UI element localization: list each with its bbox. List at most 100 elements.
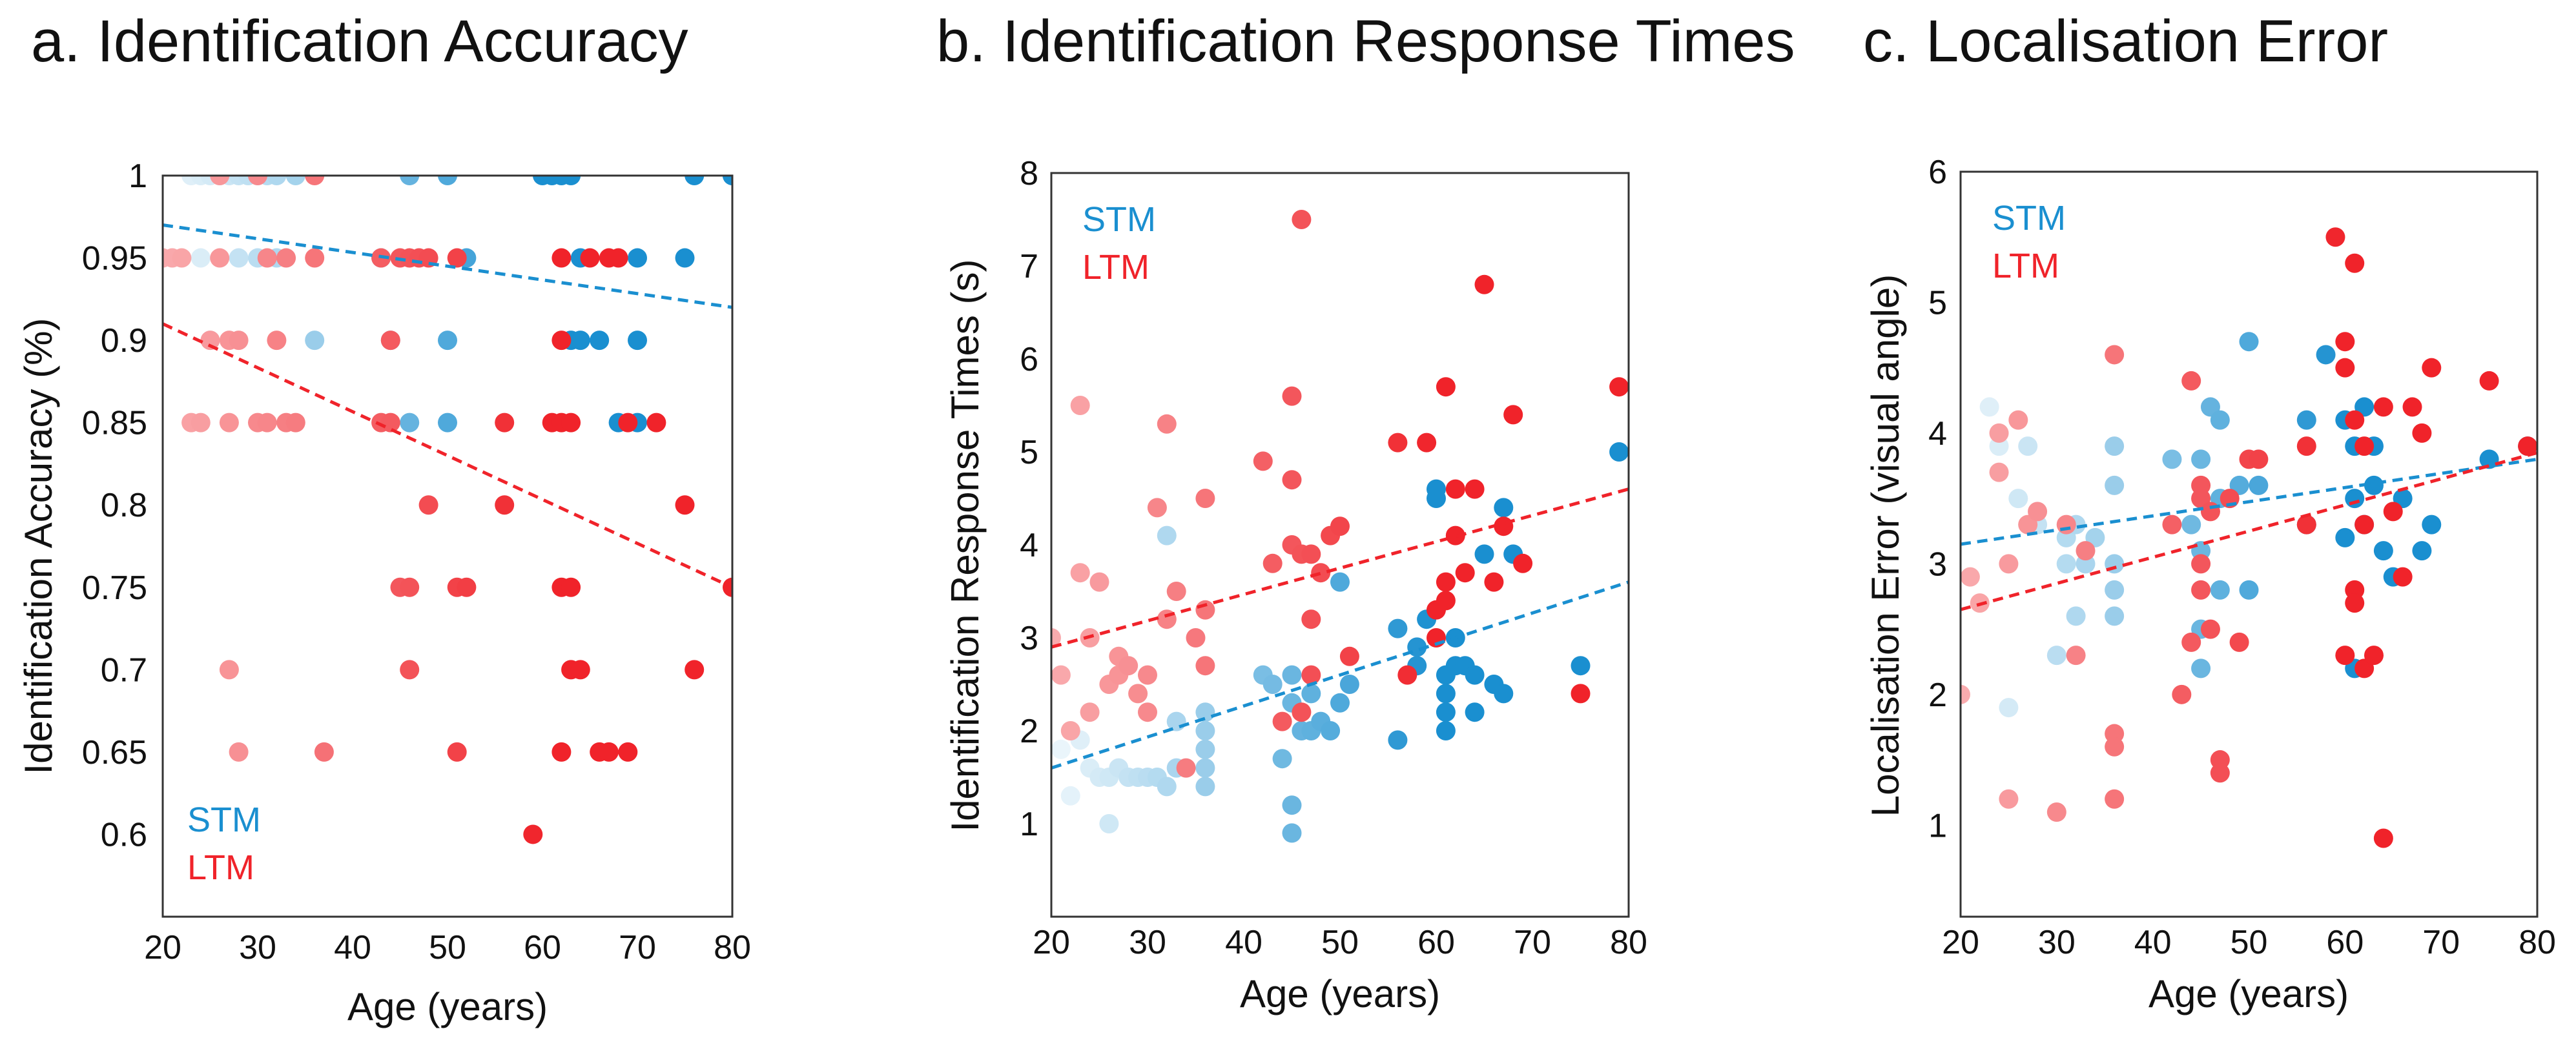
panel-a-ltm-point xyxy=(685,660,705,680)
panel-c-stm-point xyxy=(2056,554,2076,574)
panel-a-stm-point xyxy=(628,331,647,351)
panel-c-y-axis-label: Localisation Error (visual angle) xyxy=(1864,274,1907,817)
panel-b-stm-point xyxy=(1436,702,1456,722)
panel-b-ltm-point xyxy=(1388,433,1408,453)
panel-b-stm-point xyxy=(1157,525,1177,545)
panel-a-stm-point xyxy=(400,176,420,185)
panel-a: a. Identification Accuracy 20 30 40 50 60 70 8… xyxy=(17,8,751,1028)
panel-b-stm-point xyxy=(1282,795,1302,815)
panel-b-ltm-point xyxy=(1417,433,1437,453)
panel-a-stm-point xyxy=(229,248,249,268)
panel-a-stm-point xyxy=(685,176,705,185)
panel-b-stm-point xyxy=(1427,479,1446,499)
panel-c-stm-point xyxy=(2181,515,2201,535)
panel-a-ltm-trend-line xyxy=(163,322,732,589)
panel-a-ltm-point xyxy=(191,413,211,433)
panel-a-y-tick-label: 0.95 xyxy=(82,240,147,278)
panel-c-title: c. Localisation Error xyxy=(1863,8,2388,74)
panel-a-ltm-point xyxy=(400,577,420,597)
panel-a-ltm-point xyxy=(400,660,420,680)
panel-b-ltm-point xyxy=(1609,377,1629,397)
panel-c-ltm-point xyxy=(2325,227,2345,247)
panel-c-ticks: 20 30 40 50 60 70 80 1 2 3 4 5 6 xyxy=(1928,154,2556,961)
panel-a-ltm-point xyxy=(618,742,638,762)
panel-b-ltm-point xyxy=(1445,479,1465,499)
panel-c-stm-point xyxy=(2364,475,2384,495)
panel-a-ltm-point xyxy=(447,742,467,762)
panel-b-ltm-point xyxy=(1051,665,1071,685)
panel-b-stm-point xyxy=(1339,675,1359,694)
panel-a-ltm-point xyxy=(618,413,638,433)
panel-b-frame xyxy=(1050,172,1630,918)
panel-c-stm-point xyxy=(2373,541,2393,561)
panel-c-ltm-point xyxy=(2200,502,2220,522)
panel-c-ltm-point xyxy=(2046,802,2066,822)
panel-b-stm-point xyxy=(1060,786,1080,806)
panel-a-stm-point xyxy=(723,176,732,185)
panel-b-stm-point xyxy=(1321,721,1341,740)
panel-a-stm-point xyxy=(438,331,457,351)
panel-a-ltm-point xyxy=(551,331,572,351)
panel-b-x-tick-label: 20 xyxy=(1033,924,1070,961)
panel-c-stm-point xyxy=(2018,436,2038,456)
panel-b-stm-point xyxy=(1195,739,1215,759)
panel-b-ltm-point xyxy=(1089,572,1109,592)
panel-b-ltm-point xyxy=(1147,498,1167,518)
panel-b-legend-ltm: LTM xyxy=(1082,248,1149,287)
panel-b-x-tick-label: 80 xyxy=(1610,924,1647,961)
panel-c-legend-ltm: LTM xyxy=(1992,247,2059,285)
panel-a-ticks: 20 30 40 50 60 70 80 0.6 0.65 0.7 0.75 0.8 0.85 0.9 0.… xyxy=(82,158,751,966)
panel-b-stm-point xyxy=(1474,544,1494,564)
panel-a-ltm-point xyxy=(570,660,590,680)
panel-c-ltm-point xyxy=(2345,593,2365,613)
panel-b-ltm-point xyxy=(1195,600,1215,620)
panel-a-ltm-point xyxy=(561,577,581,597)
panel-b-stm-point xyxy=(1262,675,1283,694)
panel-c-ltm-point xyxy=(2354,515,2375,535)
panel-c-stm-point xyxy=(2105,606,2125,626)
panel-c-ltm-point xyxy=(2345,253,2365,273)
panel-b-ltm-point xyxy=(1070,396,1090,415)
panel-a-y-tick-label: 0.65 xyxy=(82,734,147,771)
panel-a-legend-stm: STM xyxy=(187,800,261,839)
panel-a-x-tick-label: 60 xyxy=(524,929,561,966)
panel-a-ltm-point xyxy=(723,577,732,597)
panel-b-stm-point xyxy=(1609,442,1629,462)
panel-b-y-tick-label: 7 xyxy=(1020,248,1038,285)
panel-c-ltm-point xyxy=(2200,619,2220,639)
panel-a-stm-point xyxy=(267,176,287,185)
panel-b-y-tick-label: 8 xyxy=(1020,155,1038,192)
panel-a-ltm-point xyxy=(210,248,230,268)
panel-c-ltm-point xyxy=(2172,684,2192,704)
panel-c-ltm-point xyxy=(2402,397,2422,417)
panel-b-stm-point xyxy=(1195,721,1215,740)
panel-c-ltm-point xyxy=(1989,462,2009,482)
panel-b-ltm-point xyxy=(1436,591,1456,611)
panel-a-frame xyxy=(161,174,734,918)
panel-b-stm-point xyxy=(1436,684,1456,704)
panel-b-ltm-point xyxy=(1339,646,1359,666)
panel-b-ltm-point xyxy=(1397,665,1417,685)
panel-a-ltm-point xyxy=(551,742,572,762)
panel-a-ltm-point xyxy=(418,495,438,515)
panel-a-ltm-point xyxy=(314,742,334,762)
panel-c-ltm-point xyxy=(2076,541,2096,561)
panel-c-y-tick-label: 5 xyxy=(1928,284,1947,321)
panel-a-x-axis-label: Age (years) xyxy=(347,985,548,1028)
panel-b-ltm-point xyxy=(1060,721,1080,740)
panel-c-stm-point xyxy=(2412,541,2432,561)
panel-b-ltm-point xyxy=(1282,470,1302,490)
panel-c-stm-point xyxy=(2422,515,2442,535)
panel-b-ltm-point xyxy=(1051,628,1061,647)
panel-c-ltm-point xyxy=(2028,502,2048,522)
panel-c-ltm-point xyxy=(2105,737,2125,757)
panel-c-stm-point xyxy=(2345,489,2365,509)
panel-c-stm-point xyxy=(2066,606,2086,626)
panel-b-ltm-point xyxy=(1301,609,1321,629)
panel-b-ltm-point xyxy=(1070,563,1090,583)
panel-a-stm-point xyxy=(438,176,457,185)
panel-b-ltm-point xyxy=(1272,711,1292,731)
panel-b-ltm-point xyxy=(1138,665,1157,685)
panel-b-stm-point xyxy=(1157,777,1177,797)
panel-b-stm-point xyxy=(1388,618,1408,638)
